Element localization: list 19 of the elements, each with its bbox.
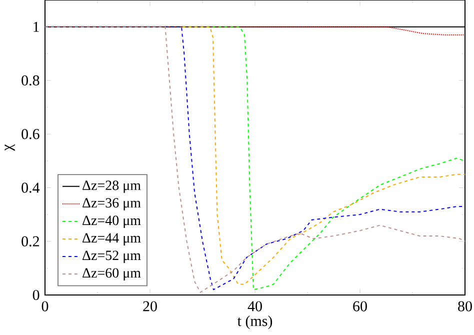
x-tick-label: 0 (42, 301, 48, 312)
y-tick-label: 0 (32, 290, 40, 300)
y-tick-label: 0.6 (22, 129, 40, 140)
y-tick-label: 0.8 (22, 75, 40, 86)
x-axis-title: t (ms) (237, 316, 272, 330)
x-tick-label: 40 (248, 301, 262, 312)
y-tick-label: 0.2 (22, 236, 39, 246)
x-tick-label: 20 (143, 301, 157, 312)
legend-label: Δz=28 μm (82, 180, 141, 193)
y-axis-title: χ (4, 144, 15, 151)
x-tick-label: 60 (353, 301, 367, 312)
legend-label: Δz=60 μm (82, 268, 141, 281)
legend-label: Δz=44 μm (82, 233, 141, 246)
x-tick-label: 80 (458, 301, 472, 312)
y-tick-label: 1 (34, 22, 39, 32)
legend-label: Δz=36 μm (82, 198, 141, 210)
legend-label: Δz=52 μm (82, 250, 141, 263)
y-tick-label: 0.4 (22, 182, 40, 193)
legend-label: Δz=40 μm (82, 216, 141, 228)
